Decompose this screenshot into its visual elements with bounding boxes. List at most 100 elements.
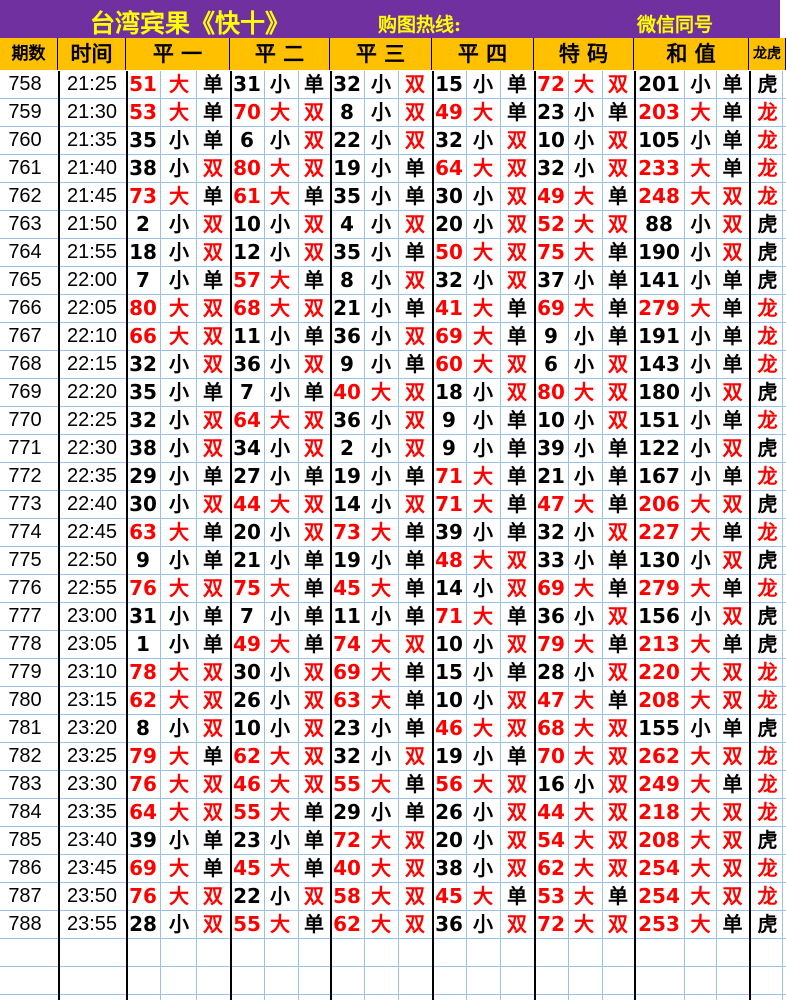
- sum-parity: 双: [722, 800, 743, 824]
- sum-size: 小: [690, 212, 711, 236]
- p3-size: 小: [371, 100, 391, 124]
- p4-parity: 单: [507, 436, 527, 460]
- p1-value: 18: [129, 240, 157, 264]
- p2-parity: 双: [304, 100, 324, 124]
- p1-value: 32: [129, 408, 157, 432]
- dragon-tiger-result: 龙: [757, 296, 778, 320]
- p4-size: 大: [473, 884, 493, 908]
- p3-size: 小: [371, 464, 391, 488]
- p1-size: 大: [169, 296, 189, 320]
- tm-size: 大: [574, 912, 594, 936]
- p1-size: 大: [169, 520, 189, 544]
- dragon-tiger-result: 龙: [757, 744, 778, 768]
- p2-value: 61: [233, 184, 261, 208]
- p3-size: 小: [371, 548, 391, 572]
- dragon-tiger-result: 虎: [757, 240, 778, 264]
- p3-value: 40: [333, 856, 361, 880]
- table-row: 784 23:35 64 大双 55 大单 29 小单 26 小双 44 大双 218 大双龙: [0, 799, 786, 827]
- p2-size: 大: [270, 632, 290, 656]
- draw-time: 23:15: [66, 689, 118, 711]
- p2-parity: 双: [304, 744, 324, 768]
- issue-number: 758: [8, 73, 42, 95]
- tm-value: 23: [537, 100, 565, 124]
- tm-parity: 双: [608, 716, 628, 740]
- p2-parity: 双: [304, 212, 324, 236]
- p3-value: 29: [333, 800, 361, 824]
- sum-size: 小: [690, 604, 711, 628]
- dragon-tiger-result: 虎: [757, 632, 778, 656]
- p2-size: 小: [270, 828, 290, 852]
- p4-value: 60: [435, 352, 463, 376]
- p3-value: 8: [340, 100, 354, 124]
- p1-value: 7: [136, 268, 150, 292]
- sum-value: 206: [638, 492, 680, 516]
- p3-parity: 单: [405, 296, 425, 320]
- p1-parity: 单: [203, 856, 223, 880]
- dragon-tiger-result: 虎: [757, 828, 778, 852]
- p2-value: 70: [233, 100, 261, 124]
- p3-value: 63: [333, 688, 361, 712]
- p1-value: 31: [129, 604, 157, 628]
- sum-size: 小: [690, 128, 711, 152]
- p1-parity: 单: [203, 380, 223, 404]
- tm-value: 49: [537, 184, 565, 208]
- sum-parity: 双: [722, 604, 743, 628]
- tm-value: 10: [537, 408, 565, 432]
- p3-parity: 单: [405, 156, 425, 180]
- col-header-sum: 和 值: [634, 38, 749, 70]
- tm-value: 75: [537, 240, 565, 264]
- p4-size: 大: [473, 240, 493, 264]
- sum-size: 小: [690, 436, 711, 460]
- sum-value: 220: [638, 660, 680, 684]
- p2-size: 小: [270, 380, 290, 404]
- sum-size: 大: [690, 688, 711, 712]
- p3-value: 21: [333, 296, 361, 320]
- p1-parity: 双: [203, 436, 223, 460]
- tm-size: 大: [574, 72, 594, 96]
- p2-value: 20: [233, 520, 261, 544]
- p3-value: 32: [333, 744, 361, 768]
- p1-parity: 单: [203, 548, 223, 572]
- p4-parity: 双: [507, 576, 527, 600]
- sum-size: 大: [690, 912, 711, 936]
- issue-number: 777: [8, 605, 42, 627]
- p4-size: 小: [473, 520, 493, 544]
- sum-value: 279: [638, 576, 680, 600]
- sum-parity: 单: [722, 156, 743, 180]
- table-row: 774 22:45 63 大单 20 小双 73 大单 39 小单 32 小双 227 大单龙: [0, 519, 786, 547]
- p4-size: 小: [473, 856, 493, 880]
- sum-value: 155: [638, 716, 680, 740]
- tm-size: 小: [574, 520, 594, 544]
- p2-value: 31: [233, 72, 261, 96]
- issue-number: 764: [8, 241, 42, 263]
- p3-parity: 双: [405, 632, 425, 656]
- p3-value: 72: [333, 828, 361, 852]
- p1-size: 大: [169, 800, 189, 824]
- p1-parity: 双: [203, 408, 223, 432]
- p1-parity: 双: [203, 660, 223, 684]
- issue-number: 776: [8, 577, 42, 599]
- dragon-tiger-result: 龙: [757, 772, 778, 796]
- p4-value: 41: [435, 296, 463, 320]
- p3-value: 19: [333, 464, 361, 488]
- p3-parity: 双: [405, 744, 425, 768]
- p4-size: 大: [473, 772, 493, 796]
- p4-parity: 双: [507, 380, 527, 404]
- sum-value: 122: [638, 436, 680, 460]
- draw-time: 23:50: [66, 885, 118, 907]
- p4-size: 小: [473, 576, 493, 600]
- p1-value: 51: [129, 72, 157, 96]
- sum-value: 88: [645, 212, 673, 236]
- draw-time: 23:35: [66, 801, 118, 823]
- dragon-tiger-result: 虎: [757, 212, 778, 236]
- table-row: 788 23:55 28 小双 55 大单 62 大双 36 小双 72 大双 253 大单虎: [0, 911, 786, 939]
- p2-value: 55: [233, 912, 261, 936]
- tm-value: 69: [537, 576, 565, 600]
- tm-value: 68: [537, 716, 565, 740]
- p2-value: 62: [233, 744, 261, 768]
- p4-value: 71: [435, 464, 463, 488]
- p3-size: 大: [371, 660, 391, 684]
- p1-value: 38: [129, 156, 157, 180]
- p3-value: 19: [333, 156, 361, 180]
- p2-parity: 双: [304, 240, 324, 264]
